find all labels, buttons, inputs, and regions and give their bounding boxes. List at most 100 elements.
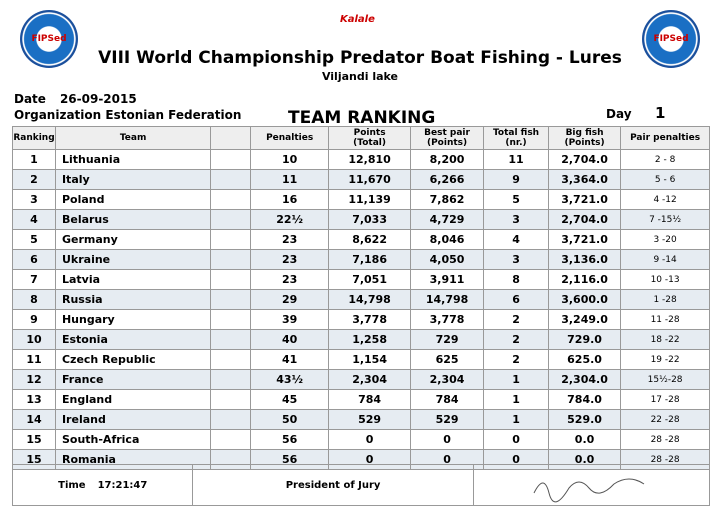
flag-cell	[210, 309, 252, 330]
big-fish: 0.0	[547, 429, 622, 450]
rank: 1	[12, 149, 56, 170]
best-pair: 3,778	[410, 309, 485, 330]
points: 1,154	[328, 349, 412, 370]
rank: 6	[12, 249, 56, 270]
pair-penalties: 11 -28	[620, 309, 710, 330]
rank: 12	[12, 369, 56, 390]
column-header: Big fish (Points)	[547, 126, 622, 150]
points: 11,670	[328, 169, 412, 190]
label: Time	[58, 479, 86, 491]
rank: 14	[12, 409, 56, 430]
penalties: 23	[250, 229, 330, 250]
rank: 2	[12, 169, 56, 190]
title: VIII World Championship Predator Boat Fi…	[98, 48, 622, 68]
penalties: 29	[250, 289, 330, 310]
points: 0	[328, 429, 412, 450]
points: 11,139	[328, 189, 412, 210]
big-fish: 2,704.0	[547, 209, 622, 230]
total-fish: 9	[483, 169, 549, 190]
pair-penalties: 1 -28	[620, 289, 710, 310]
table-body: 1 Lithuania 10 12,810 8,200 11 2,704.0 2 - 8 2 It…	[12, 149, 710, 470]
flag-cell	[210, 169, 252, 190]
date-row: Date 26-09-2015	[14, 92, 137, 106]
team: England	[54, 389, 212, 410]
rank: 8	[12, 289, 56, 310]
big-fish: 625.0	[547, 349, 622, 370]
header-text: Pair penalties	[630, 133, 701, 143]
team: Germany	[54, 229, 212, 250]
rank: 3	[12, 189, 56, 210]
time-cell: Time 17:21:47	[13, 465, 194, 505]
best-pair: 14,798	[410, 289, 485, 310]
team: Belarus	[54, 209, 212, 230]
column-header: Total fish (nr.)	[483, 126, 549, 150]
big-fish: 2,116.0	[547, 269, 622, 290]
penalties: 41	[250, 349, 330, 370]
team: Hungary	[54, 309, 212, 330]
team: Italy	[54, 169, 212, 190]
pair-penalties: 19 -22	[620, 349, 710, 370]
header-text: (nr.)	[505, 138, 527, 148]
ranking-table: Ranking Team Penalties Points (Total) Best pa…	[12, 126, 710, 470]
big-fish: 3,364.0	[547, 169, 622, 190]
flag-cell	[210, 249, 252, 270]
total-fish: 3	[483, 249, 549, 270]
rank: 5	[12, 229, 56, 250]
big-fish: 3,721.0	[547, 189, 622, 210]
best-pair: 8,200	[410, 149, 485, 170]
table-row: 5 Germany 23 8,622 8,046 4 3,721.0 3 -20	[12, 229, 710, 250]
penalties: 40	[250, 329, 330, 350]
ranking-title: TEAM RANKING	[288, 108, 436, 128]
day-label: Day	[606, 107, 632, 121]
flag-cell	[210, 289, 252, 310]
table-row: 7 Latvia 23 7,051 3,911 8 2,116.0 10 -13	[12, 269, 710, 290]
table-row: 3 Poland 16 11,139 7,862 5 3,721.0 4 -12	[12, 189, 710, 210]
label: Organization	[14, 108, 102, 122]
best-pair: 4,050	[410, 249, 485, 270]
header-text: Best pair	[424, 128, 470, 138]
penalties: 16	[250, 189, 330, 210]
table-row: 9 Hungary 39 3,778 3,778 2 3,249.0 11 -28	[12, 309, 710, 330]
total-fish: 2	[483, 329, 549, 350]
total-fish: 1	[483, 389, 549, 410]
points: 1,258	[328, 329, 412, 350]
points: 784	[328, 389, 412, 410]
total-fish: 2	[483, 349, 549, 370]
total-fish: 4	[483, 229, 549, 250]
flag-cell	[210, 189, 252, 210]
team: Lithuania	[54, 149, 212, 170]
best-pair: 8,046	[410, 229, 485, 250]
column-header: Pair penalties	[620, 126, 710, 150]
header-text: (Points)	[426, 138, 468, 148]
penalties: 50	[250, 409, 330, 430]
points: 2,304	[328, 369, 412, 390]
table-row: 1 Lithuania 10 12,810 8,200 11 2,704.0 2 - 8	[12, 149, 710, 170]
pair-penalties: 28 -28	[620, 429, 710, 450]
total-fish: 8	[483, 269, 549, 290]
sponsor: Kalale	[340, 14, 375, 25]
pair-penalties: 10 -13	[620, 269, 710, 290]
rank: 9	[12, 309, 56, 330]
best-pair: 784	[410, 389, 485, 410]
big-fish: 2,704.0	[547, 149, 622, 170]
points: 12,810	[328, 149, 412, 170]
best-pair: 729	[410, 329, 485, 350]
flag-cell	[210, 389, 252, 410]
points: 14,798	[328, 289, 412, 310]
penalties: 11	[250, 169, 330, 190]
jury: President of Jury	[285, 479, 381, 491]
best-pair: 0	[410, 429, 485, 450]
header-text: Penalties	[266, 133, 314, 143]
table-row: 2 Italy 11 11,670 6,266 9 3,364.0 5 - 6	[12, 169, 710, 190]
label: Date	[14, 92, 46, 106]
organization: Estonian Federation	[105, 108, 242, 122]
flag-cell	[210, 149, 252, 170]
penalties: 23	[250, 269, 330, 290]
team: Estonia	[54, 329, 212, 350]
header-text: Ranking	[13, 133, 55, 143]
pair-penalties: 17 -28	[620, 389, 710, 410]
best-pair: 3,911	[410, 269, 485, 290]
big-fish: 3,249.0	[547, 309, 622, 330]
pair-penalties: 7 -15½	[620, 209, 710, 230]
team: Latvia	[54, 269, 212, 290]
